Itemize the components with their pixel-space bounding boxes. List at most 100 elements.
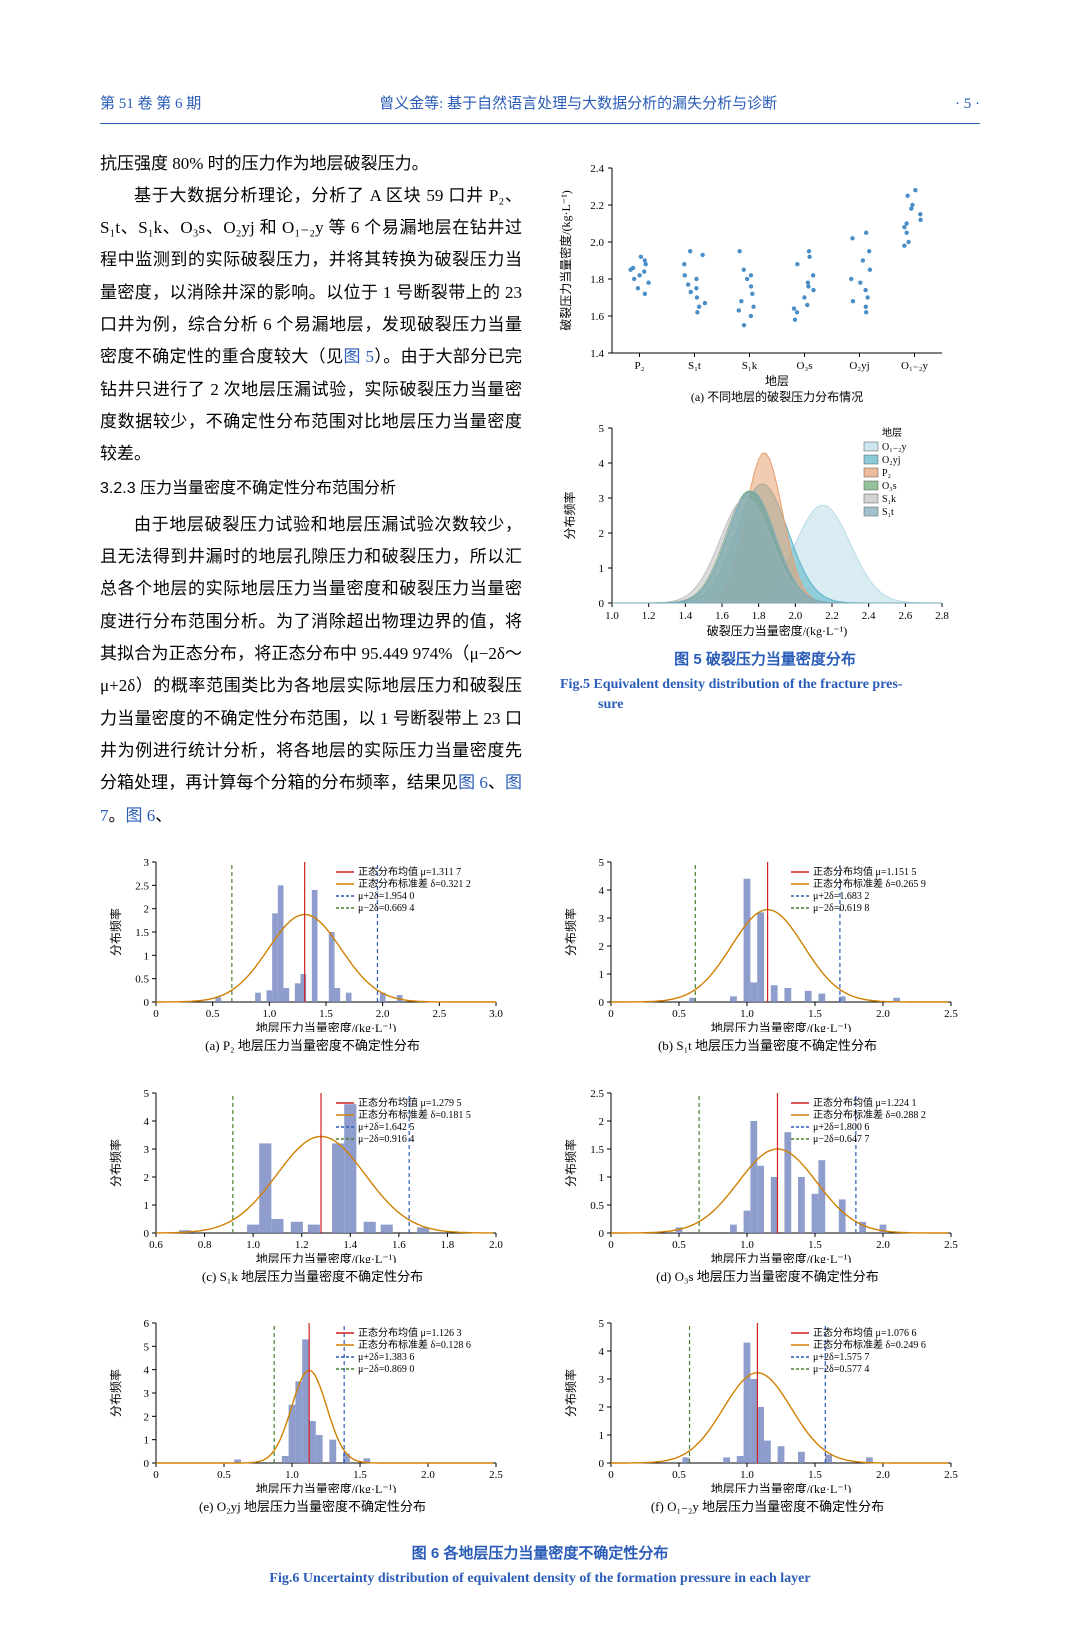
svg-text:1.0: 1.0 [740,1008,754,1020]
svg-text:1.5: 1.5 [353,1469,367,1481]
fig6-subplot-a: 00.51.01.52.02.53.000.511.522.53地层压力当量密度… [100,842,525,1065]
svg-text:1.4: 1.4 [678,610,692,622]
svg-text:1.4: 1.4 [343,1239,357,1251]
svg-text:0: 0 [144,997,150,1009]
svg-text:μ−2δ=0.647 7: μ−2δ=0.647 7 [813,1134,869,1145]
svg-text:2.5: 2.5 [489,1469,503,1481]
svg-text:3: 3 [144,1388,150,1400]
svg-text:4: 4 [599,1346,605,1358]
svg-text:μ−2δ=0.619 8: μ−2δ=0.619 8 [813,903,869,914]
fig5-link[interactable]: 图 5 [343,347,374,366]
para-2: 基于大数据分析理论，分析了 A 区块 59 口井 P₂、S₁t、S₁k、O₃s、… [100,180,522,471]
header-left: 第 51 卷 第 6 期 [100,90,201,119]
fig6-grid: 0 0.5 1.0 1.5 2.0 2.5 3.0 0 0.5 1 1.5 2 2.5 3 地层压力当量密度… [100,842,980,1526]
svg-text:2.5: 2.5 [944,1239,958,1251]
svg-text:4: 4 [599,885,605,897]
svg-text:O₁₋₂y: O₁₋₂y [882,442,906,453]
svg-text:μ−2δ=0.869 0: μ−2δ=0.869 0 [358,1364,414,1375]
svg-text:2.0: 2.0 [590,237,604,249]
svg-text:0: 0 [599,1228,605,1240]
svg-text:1: 1 [144,1435,150,1447]
fig6-chart-c: 0.60.81.01.21.41.61.82.0012345地层压力当量密度/(… [100,1073,520,1263]
fig6-link[interactable]: 图 6 [458,773,488,792]
svg-text:2: 2 [599,1116,605,1128]
svg-text:破裂压力当量密度/(kg·L⁻¹): 破裂压力当量密度/(kg·L⁻¹) [558,190,573,331]
fig6-subcaption-f: (f) O₁₋₂y 地层压力当量密度不确定性分布 [555,1495,980,1520]
para-3-b: 。 [109,806,126,825]
fig6-link-2[interactable]: 图 6 [126,806,156,825]
svg-text:μ+2δ=1.954 0: μ+2δ=1.954 0 [358,891,414,902]
svg-text:正态分布标准差 δ=0.265 9: 正态分布标准差 δ=0.265 9 [813,877,926,890]
svg-text:μ+2δ=1.800 6: μ+2δ=1.800 6 [813,1122,869,1133]
fig6-subcaption-c: (c) S₁k 地层压力当量密度不确定性分布 [100,1265,525,1290]
svg-text:2: 2 [144,903,150,915]
svg-text:4: 4 [144,1116,150,1128]
svg-text:1.5: 1.5 [808,1239,822,1251]
svg-text:正态分布标准差 δ=0.249 6: 正态分布标准差 δ=0.249 6 [813,1338,926,1351]
fig6-caption-en: Fig.6 Uncertainty distribution of equiva… [100,1570,980,1588]
svg-text:5: 5 [144,1088,150,1100]
svg-text:3.0: 3.0 [489,1008,503,1020]
svg-text:2: 2 [144,1412,150,1424]
svg-text:0.5: 0.5 [217,1469,231,1481]
fig5-caption-zh: 图 5 破裂压力当量密度分布 [550,646,980,675]
svg-text:正态分布标准差 δ=0.128 6: 正态分布标准差 δ=0.128 6 [358,1338,471,1351]
svg-text:2.0: 2.0 [489,1239,503,1251]
svg-text:1.0: 1.0 [246,1239,260,1251]
svg-text:0.8: 0.8 [198,1239,212,1251]
svg-text:O₂yj: O₂yj [849,360,869,372]
svg-text:分布频率: 分布频率 [563,1369,578,1417]
svg-text:正态分布均值 μ=1.076 6: 正态分布均值 μ=1.076 6 [813,1326,917,1339]
svg-text:μ−2δ=0.916 4: μ−2δ=0.916 4 [358,1134,414,1145]
svg-text:正态分布标准差 δ=0.181 5: 正态分布标准差 δ=0.181 5 [358,1108,471,1121]
svg-text:0.5: 0.5 [206,1008,220,1020]
svg-text:0.5: 0.5 [135,973,149,985]
svg-text:2.5: 2.5 [135,880,149,892]
svg-text:0.6: 0.6 [149,1239,163,1251]
svg-text:1.6: 1.6 [715,610,729,622]
svg-text:0.5: 0.5 [672,1469,686,1481]
svg-text:1.0: 1.0 [605,610,619,622]
svg-text:μ−2δ=0.577 4: μ−2δ=0.577 4 [813,1364,869,1375]
svg-text:0: 0 [144,1458,150,1470]
svg-text:地层压力当量密度/(kg·L⁻¹): 地层压力当量密度/(kg·L⁻¹) [256,1481,397,1493]
svg-text:1: 1 [599,969,605,981]
svg-text:μ+2δ=1.683 2: μ+2δ=1.683 2 [813,891,869,902]
svg-text:2.5: 2.5 [944,1469,958,1481]
svg-text:分布频率: 分布频率 [563,1139,578,1187]
svg-text:3: 3 [599,493,605,505]
svg-text:4: 4 [599,458,605,470]
svg-text:0: 0 [153,1008,159,1020]
svg-text:2.0: 2.0 [788,610,802,622]
svg-text:0: 0 [599,997,605,1009]
svg-text:1.6: 1.6 [392,1239,406,1251]
svg-text:1.2: 1.2 [642,610,656,622]
svg-text:地层: 地层 [882,426,902,439]
svg-text:2.0: 2.0 [376,1008,390,1020]
svg-text:O₃s: O₃s [796,360,812,372]
svg-text:3: 3 [599,913,605,925]
svg-text:S₁k: S₁k [742,360,758,372]
svg-text:1.8: 1.8 [590,274,604,286]
svg-text:3: 3 [144,857,150,869]
svg-text:2.8: 2.8 [935,610,949,622]
svg-text:3: 3 [144,1144,150,1156]
svg-text:正态分布均值 μ=1.279 5: 正态分布均值 μ=1.279 5 [358,1096,462,1109]
svg-text:2.0: 2.0 [876,1469,890,1481]
svg-text:P₂: P₂ [635,360,645,372]
svg-text:0: 0 [153,1469,159,1481]
svg-text:μ+2δ=1.383 6: μ+2δ=1.383 6 [358,1352,414,1363]
svg-text:1.0: 1.0 [285,1469,299,1481]
svg-text:0: 0 [599,598,605,610]
svg-text:2.2: 2.2 [825,610,839,622]
svg-text:正态分布均值 μ=1.151 5: 正态分布均值 μ=1.151 5 [813,865,917,878]
svg-text:2: 2 [144,1172,150,1184]
svg-text:2.5: 2.5 [944,1008,958,1020]
svg-text:0: 0 [608,1239,614,1251]
svg-text:地层压力当量密度/(kg·L⁻¹): 地层压力当量密度/(kg·L⁻¹) [711,1481,852,1493]
fig5-caption-en-2: sure [550,696,980,714]
svg-text:1.5: 1.5 [808,1469,822,1481]
svg-text:μ+2δ=1.575 7: μ+2δ=1.575 7 [813,1352,869,1363]
svg-text:5: 5 [599,423,605,435]
fig6-chart-e: 00.51.01.52.02.50123456地层压力当量密度/(kg·L⁻¹)… [100,1303,520,1493]
